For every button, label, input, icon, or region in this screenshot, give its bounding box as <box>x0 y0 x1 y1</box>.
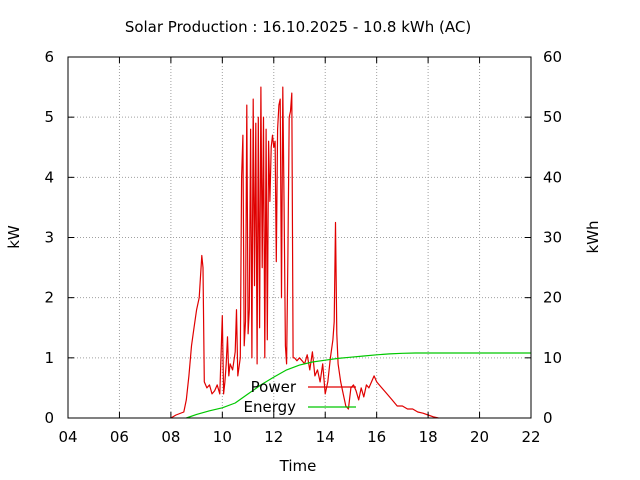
x-tick-label: 14 <box>316 428 335 446</box>
y-axis-label-right: kWh <box>584 220 602 253</box>
y-tick-label-right: 50 <box>543 108 562 126</box>
y-tick-label-left: 2 <box>44 289 54 307</box>
y-tick-label-left: 3 <box>44 229 54 247</box>
y-tick-label-left: 0 <box>44 409 54 427</box>
x-tick-label: 18 <box>419 428 438 446</box>
series-layer <box>170 86 531 419</box>
y-tick-label-right: 30 <box>543 229 562 247</box>
x-tick-label: 04 <box>58 428 77 446</box>
y-tick-label-right: 0 <box>543 409 553 427</box>
y-tick-label-right: 20 <box>543 289 562 307</box>
x-tick-label: 16 <box>367 428 386 446</box>
x-tick-label: 22 <box>521 428 540 446</box>
x-tick-label: 10 <box>213 428 232 446</box>
x-tick-label: 08 <box>161 428 180 446</box>
y-tick-label-left: 6 <box>44 48 54 66</box>
x-tick-label: 06 <box>110 428 129 446</box>
y-tick-label-right: 60 <box>543 48 562 66</box>
x-tick-label: 20 <box>470 428 489 446</box>
legend: Power Energy <box>243 378 356 416</box>
y-tick-label-right: 10 <box>543 349 562 367</box>
legend-label-energy: Energy <box>243 398 296 416</box>
x-tick-label: 12 <box>264 428 283 446</box>
y-tick-label-left: 5 <box>44 108 54 126</box>
y-tick-label-right: 40 <box>543 168 562 186</box>
series-energy-line <box>186 352 531 419</box>
legend-label-power: Power <box>251 378 297 396</box>
x-axis-label: Time <box>279 457 317 475</box>
chart-title: Solar Production : 16.10.2025 - 10.8 kWh… <box>125 18 471 36</box>
y-tick-label-left: 1 <box>44 349 54 367</box>
grid-layer <box>68 57 531 418</box>
y-tick-label-left: 4 <box>44 168 54 186</box>
y-axis-label-left: kW <box>5 225 23 249</box>
series-power-line <box>170 86 439 419</box>
